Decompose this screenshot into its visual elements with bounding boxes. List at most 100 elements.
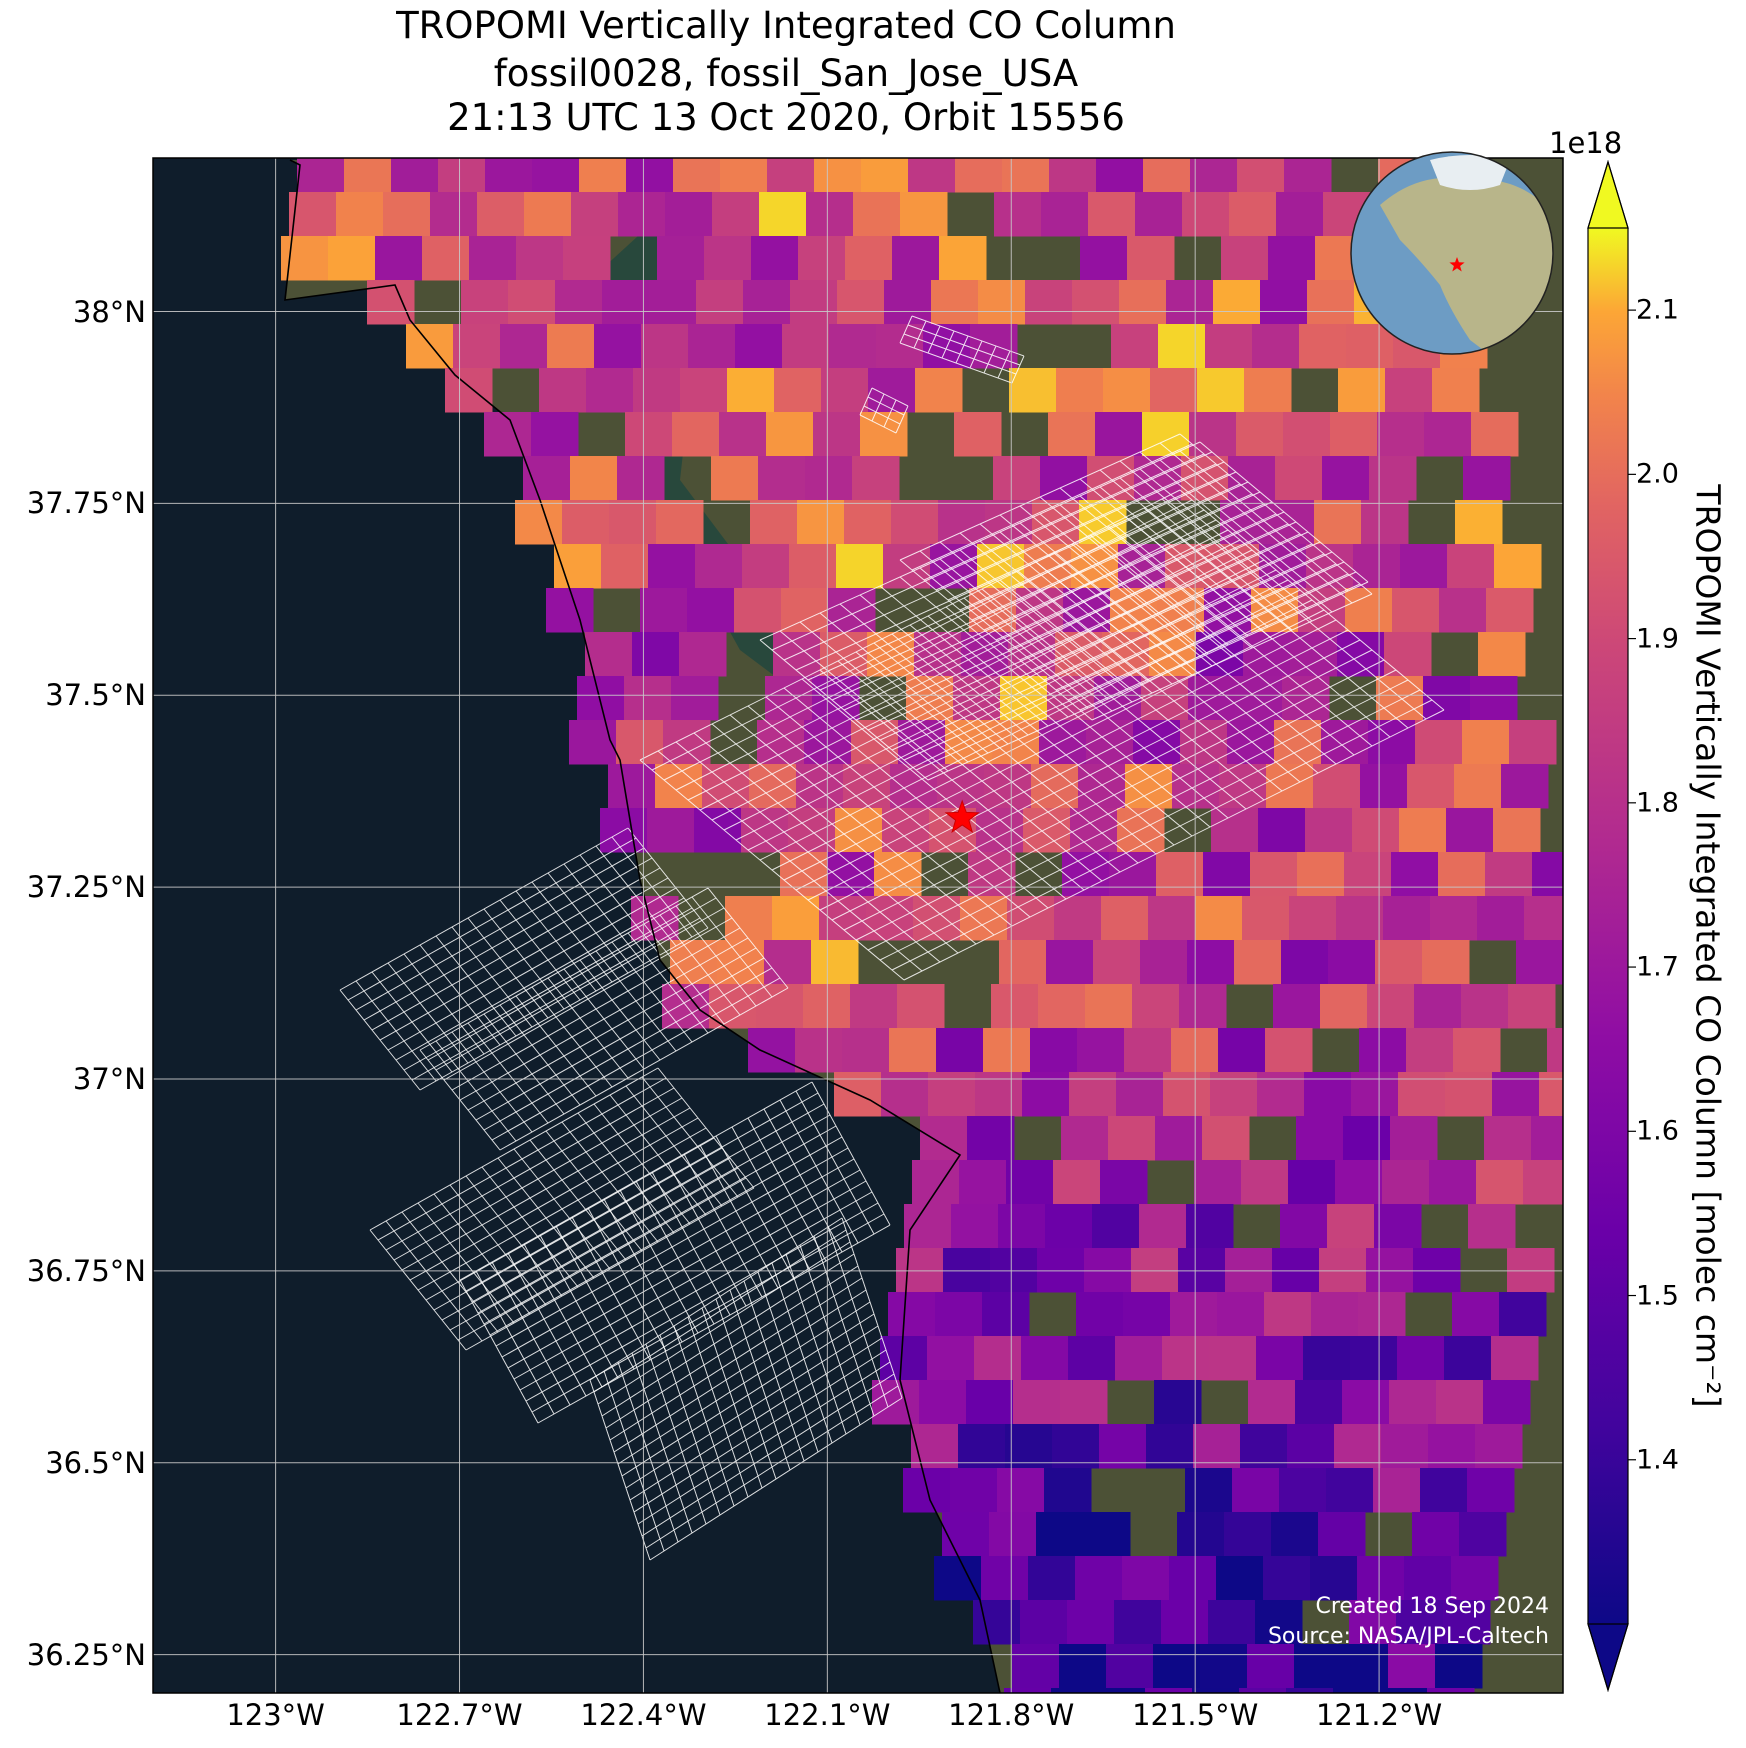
co-cell [1390,1116,1438,1161]
co-cell [532,158,580,193]
co-cell [1392,588,1440,633]
co-cell [1350,1336,1398,1381]
co-cell [673,158,721,193]
co-cell [1404,1556,1452,1601]
co-cell [1236,412,1284,457]
colorbar-exponent: 1e18 [1549,126,1623,160]
co-cell [1031,764,1079,809]
co-cell [539,368,587,413]
latitude-tick-label: 37.5°N [45,678,146,713]
co-cell [1318,1512,1366,1557]
footprint-grid [589,1217,903,1561]
co-cell [633,368,681,413]
co-cell [1319,1248,1367,1293]
co-cell [1093,940,1141,985]
co-cell [1194,1160,1242,1205]
co-cell [712,192,760,237]
co-cell [571,192,619,237]
co-cell [974,1336,1022,1381]
co-cell [829,324,877,369]
co-cell [967,1116,1015,1161]
co-cell [1197,368,1245,413]
co-cell [1297,852,1345,897]
co-cell [632,632,680,677]
co-cell [914,632,962,677]
latitude-tick-label: 36.25°N [26,1637,146,1672]
co-cell [994,192,1042,237]
co-cell [845,236,893,281]
co-cell [806,192,854,237]
co-cell [1085,984,1133,1029]
co-cell [960,896,1008,941]
co-cell [1158,324,1206,369]
co-cell [1547,1028,1563,1073]
co-cell [515,500,563,545]
co-cell [935,1292,983,1337]
co-cell [1109,852,1157,897]
co-cell [579,158,627,193]
co-cell [927,1336,975,1381]
co-cell [1446,808,1494,853]
title-line-3: 21:13 UTC 13 Oct 2020, Orbit 15556 [447,96,1125,139]
co-cell [1252,324,1300,369]
co-cell [1178,1248,1226,1293]
co-cell [1326,1468,1374,1513]
co-cell [1211,808,1259,853]
co-cell [1352,808,1400,853]
co-cell [1423,676,1471,721]
footprint-grid [899,433,1373,721]
co-cell [1494,544,1542,589]
co-cell [978,280,1026,325]
co-cell [973,1600,1021,1645]
co-cell [1067,1600,1115,1645]
co-cell [616,720,664,765]
co-cell [1260,280,1308,325]
co-cell [765,676,813,721]
co-cell [1224,1512,1272,1557]
co-cell [1468,1204,1516,1249]
co-cell [586,368,634,413]
longitude-tick-label: 121.8°W [948,1698,1075,1732]
co-cell [671,676,719,721]
co-cell [383,192,431,237]
co-cell [951,1204,999,1249]
co-cell [1106,1644,1154,1689]
co-cell [1162,1336,1210,1381]
co-cell [1281,940,1329,985]
co-cell [1083,1512,1131,1557]
co-cell [1420,1468,1468,1513]
co-cell [1399,808,1447,853]
co-cell [789,544,837,589]
co-cell [892,236,940,281]
co-cell [1154,1380,1202,1425]
co-cell [1327,1204,1375,1249]
co-cell [1053,1160,1101,1205]
co-cell [1041,192,1089,237]
co-cell [1451,1556,1499,1601]
co-cell [999,940,1047,985]
co-cell [1333,1688,1381,1693]
co-cell [1322,456,1370,501]
co-cell [782,324,830,369]
colorbar-tick-label: 1.7 [1636,951,1679,983]
co-cell [1250,852,1298,897]
co-cell [1454,764,1502,809]
co-cell [1380,1688,1428,1693]
co-cell [743,280,791,325]
co-cell [1114,1600,1162,1645]
colorbar-tick-label: 1.9 [1636,623,1679,655]
title-line-1: TROPOMI Vertically Integrated CO Column [396,4,1176,47]
co-cell [959,1160,1007,1205]
co-cell [1463,456,1511,501]
co-cell [1187,940,1235,985]
co-cell [1179,984,1227,1029]
co-cell [954,412,1002,457]
co-cell [911,1424,959,1469]
co-cell [1139,1204,1187,1249]
inset-target-marker [1449,257,1465,272]
co-cell [882,808,930,853]
co-cell [1263,1556,1311,1601]
longitude-tick-label: 122.4°W [580,1698,707,1732]
co-cell [966,1380,1014,1425]
co-cell [1283,412,1331,457]
